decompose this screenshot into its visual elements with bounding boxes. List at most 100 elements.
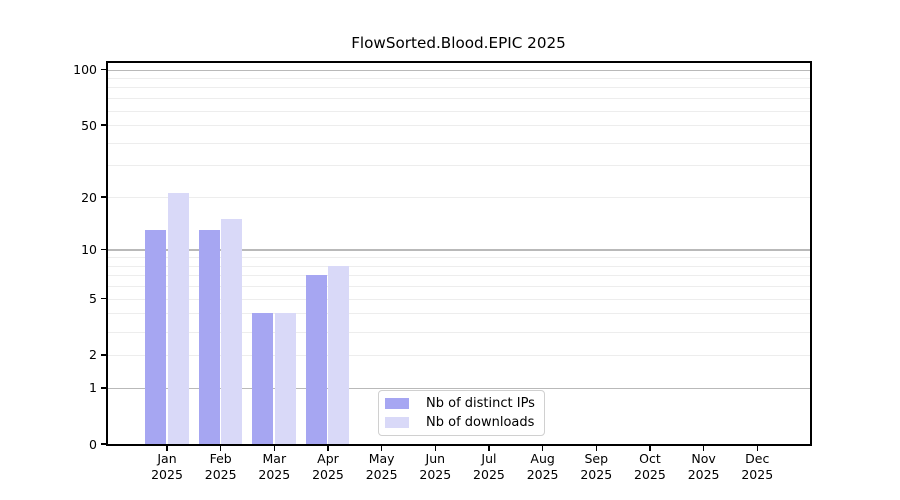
- x-month-label: May 2025: [350, 451, 414, 482]
- y-gridline-minor: [107, 331, 810, 333]
- x-month-year: 2025: [687, 466, 720, 482]
- y-gridline-minor: [107, 275, 810, 277]
- bar-downloads-apr: [328, 265, 350, 444]
- x-month-label: Oct 2025: [618, 451, 682, 482]
- x-month-name: Sep: [584, 451, 609, 466]
- y-axis-tick: [101, 124, 106, 126]
- y-gridline-major: [107, 249, 810, 251]
- y-gridline-minor: [107, 265, 810, 267]
- y-tick-label: 1: [89, 380, 97, 396]
- y-tick-label: 20: [81, 189, 97, 205]
- y-tick-label: 100: [73, 62, 97, 78]
- x-month-label: Jan 2025: [135, 451, 199, 482]
- y-tick-label: 2: [89, 347, 97, 363]
- y-gridline-minor: [107, 313, 810, 315]
- bar-distinct-ips-apr: [305, 275, 327, 444]
- y-gridline-minor: [107, 87, 810, 89]
- x-axis-tick: [273, 446, 276, 451]
- x-month-year: 2025: [365, 466, 398, 482]
- y-axis-tick: [101, 297, 106, 300]
- y-tick-label: 0: [89, 436, 97, 452]
- x-month-label: Jul 2025: [457, 451, 521, 482]
- bar-downloads-mar: [274, 313, 296, 444]
- legend: Nb of distinct IPs Nb of downloads: [378, 390, 545, 436]
- y-gridline-minor: [107, 354, 810, 356]
- x-month-name: Nov: [691, 451, 716, 466]
- legend-item-downloads: Nb of downloads: [385, 415, 544, 431]
- x-month-year: 2025: [151, 466, 183, 482]
- chart-title: FlowSorted.Blood.EPIC 2025: [351, 34, 566, 52]
- x-month-label: Dec 2025: [725, 451, 789, 482]
- x-axis-tick: [541, 446, 544, 451]
- bar-distinct-ips-jan: [145, 229, 166, 444]
- y-gridline-minor: [107, 78, 810, 80]
- y-gridline-minor: [107, 197, 810, 198]
- x-month-name: May: [368, 451, 395, 466]
- x-axis-tick: [756, 446, 758, 451]
- x-axis-tick: [649, 446, 651, 451]
- x-month-year: 2025: [312, 466, 344, 482]
- x-month-label: Sep 2025: [564, 451, 628, 482]
- x-month-year: 2025: [473, 466, 505, 482]
- y-tick-label: 5: [89, 291, 97, 307]
- y-gridline-minor: [107, 257, 810, 259]
- plot-area: [105, 60, 812, 446]
- x-month-name: Aug: [530, 451, 555, 466]
- x-month-name: Jul: [481, 451, 497, 466]
- bar-distinct-ips-mar: [252, 313, 274, 444]
- y-axis-tick: [101, 387, 106, 389]
- y-gridline-minor: [107, 125, 810, 127]
- bar-downloads-feb: [221, 219, 243, 444]
- y-gridline-minor: [107, 165, 810, 167]
- x-axis-tick: [327, 446, 329, 451]
- legend-label-downloads: Nb of downloads: [426, 414, 535, 430]
- x-month-year: 2025: [419, 466, 452, 482]
- y-axis-tick: [101, 196, 106, 198]
- x-month-year: 2025: [741, 466, 774, 482]
- x-month-label: Jun 2025: [403, 451, 467, 482]
- x-month-label: Feb 2025: [189, 451, 253, 482]
- x-month-year: 2025: [204, 466, 237, 482]
- legend-item-distinct-ips: Nb of distinct IPs: [385, 396, 544, 412]
- x-month-name: Apr: [317, 451, 339, 466]
- x-month-name: Feb: [209, 451, 232, 466]
- x-month-name: Jan: [157, 451, 177, 466]
- y-gridline-minor: [107, 298, 810, 300]
- y-gridline-major: [107, 69, 810, 71]
- x-month-name: Oct: [639, 451, 661, 466]
- y-gridline-major: [107, 387, 810, 389]
- x-axis-tick: [595, 446, 598, 451]
- y-axis-tick: [101, 248, 106, 251]
- x-month-year: 2025: [580, 466, 613, 482]
- x-month-label: Apr 2025: [296, 451, 360, 482]
- legend-swatch-distinct-ips: [385, 398, 409, 409]
- x-month-label: Mar 2025: [242, 451, 306, 482]
- y-axis-tick: [101, 443, 106, 445]
- x-month-year: 2025: [634, 466, 666, 482]
- y-axis-tick: [101, 354, 106, 356]
- x-month-name: Jun: [425, 451, 446, 466]
- y-tick-label: 50: [81, 117, 97, 133]
- y-tick-label: 10: [81, 241, 97, 257]
- y-axis-tick: [101, 68, 106, 71]
- x-axis-tick: [434, 446, 437, 451]
- x-axis-tick: [219, 446, 222, 451]
- x-month-label: Aug 2025: [511, 451, 575, 482]
- y-gridline-minor: [107, 286, 810, 288]
- bar-distinct-ips-feb: [198, 229, 220, 444]
- legend-swatch-downloads: [385, 417, 409, 428]
- y-gridline-minor: [107, 142, 810, 144]
- x-month-name: Mar: [262, 451, 287, 466]
- x-axis-tick: [380, 446, 383, 451]
- bar-downloads-jan: [167, 193, 189, 444]
- y-gridline-minor: [107, 98, 810, 100]
- x-month-label: Nov 2025: [672, 451, 736, 482]
- y-gridline-minor: [107, 110, 810, 112]
- x-month-name: Dec: [745, 451, 770, 466]
- x-axis-tick: [488, 446, 490, 451]
- x-axis-tick: [166, 446, 168, 451]
- x-month-year: 2025: [258, 466, 291, 482]
- legend-label-distinct-ips: Nb of distinct IPs: [426, 395, 535, 411]
- x-axis-tick: [702, 446, 705, 451]
